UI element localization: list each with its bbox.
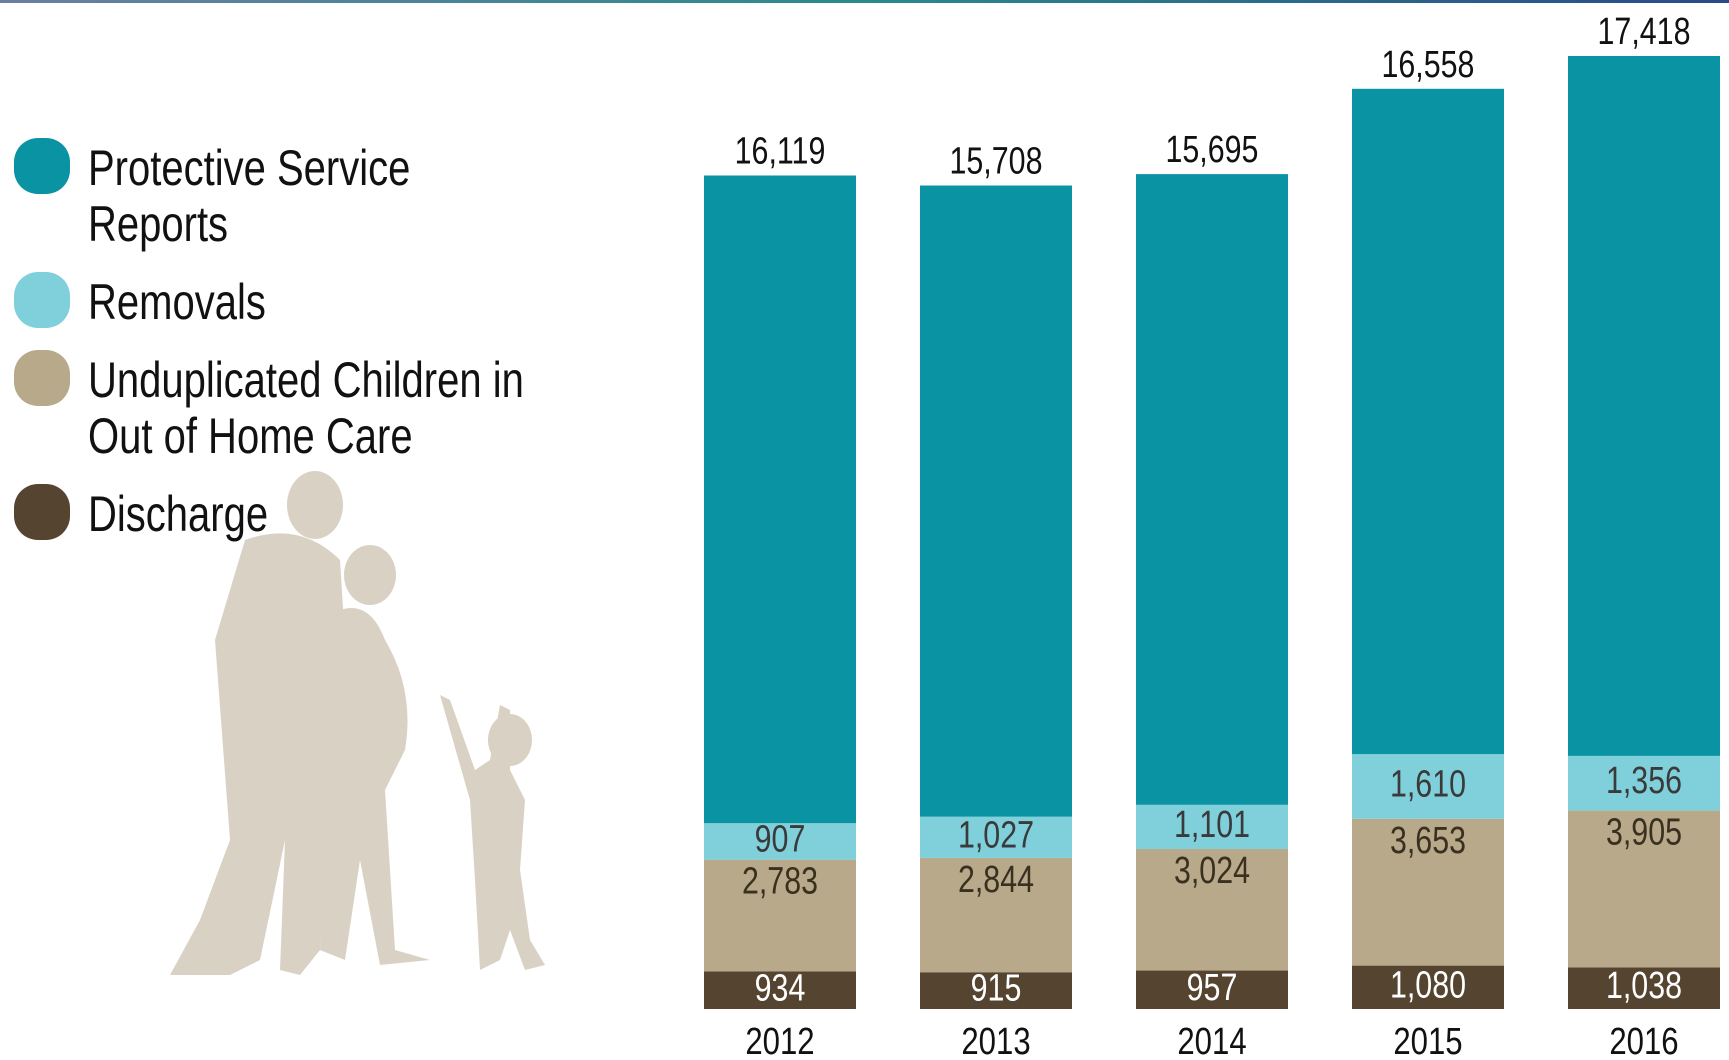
bar-segment (1136, 849, 1288, 971)
data-label: 3,024 (1174, 850, 1250, 892)
x-tick-label: 2013 (961, 1021, 1030, 1060)
data-label: 16,558 (1382, 44, 1475, 86)
legend-swatch (14, 350, 70, 406)
top-rule (0, 0, 1729, 3)
bar-segment (1568, 967, 1720, 1009)
legend-label: Unduplicated Children in Out of Home Car… (88, 352, 524, 464)
data-label: 2,783 (742, 861, 818, 903)
bar-segment (1568, 56, 1720, 756)
data-label: 1,101 (1174, 804, 1250, 846)
bar-segment (1352, 818, 1504, 966)
bar-segment (920, 185, 1072, 817)
legend-swatch (14, 484, 70, 540)
bar-segment (1352, 88, 1504, 755)
bar-segment (1568, 755, 1720, 811)
data-label: 3,905 (1606, 811, 1682, 853)
bar-segment (704, 859, 856, 972)
legend-swatch (14, 272, 70, 328)
legend-item: Unduplicated Children in Out of Home Car… (14, 350, 634, 464)
data-label: 3,653 (1390, 820, 1466, 862)
legend-swatch (14, 138, 70, 194)
legend-item: Discharge (14, 484, 634, 542)
x-tick-label: 2014 (1177, 1021, 1246, 1060)
bar-segment (920, 972, 1072, 1009)
data-label: 17,418 (1598, 11, 1691, 53)
data-label: 15,708 (950, 140, 1043, 182)
data-label: 957 (1187, 967, 1238, 1009)
legend-label: Protective Service Reports (88, 140, 411, 252)
data-label: 1,610 (1390, 763, 1466, 805)
bar-segment (1136, 804, 1288, 850)
bar-segment (1136, 970, 1288, 1009)
data-label: 1,038 (1606, 965, 1682, 1007)
bar-segment (920, 857, 1072, 973)
x-tick-label: 2016 (1609, 1021, 1678, 1060)
data-label: 1,356 (1606, 760, 1682, 802)
legend-label: Discharge (88, 486, 269, 542)
bar-segment (704, 823, 856, 860)
bar-segment (1352, 965, 1504, 1009)
legend-item: Protective Service Reports (14, 138, 634, 252)
bar-segment (1136, 174, 1288, 805)
legend-label: Removals (88, 274, 266, 330)
family-silhouette (170, 471, 545, 975)
legend-item: Removals (14, 272, 634, 330)
data-label: 16,119 (735, 130, 826, 172)
bar-segment (704, 971, 856, 1009)
data-label: 15,695 (1166, 129, 1259, 171)
data-label: 1,027 (958, 814, 1034, 856)
data-label: 2,844 (958, 859, 1034, 901)
bar-segment (1352, 754, 1504, 819)
x-tick-label: 2012 (745, 1021, 814, 1060)
bar-segment (1568, 810, 1720, 968)
bar-segment (920, 816, 1072, 858)
data-label: 915 (971, 968, 1022, 1010)
legend: Protective Service Reports Removals Undupl… (14, 138, 634, 564)
bar-segment (704, 175, 856, 824)
x-tick-label: 2015 (1393, 1021, 1462, 1060)
data-label: 1,080 (1390, 964, 1466, 1006)
data-label: 934 (755, 967, 806, 1009)
data-label: 907 (755, 818, 806, 860)
